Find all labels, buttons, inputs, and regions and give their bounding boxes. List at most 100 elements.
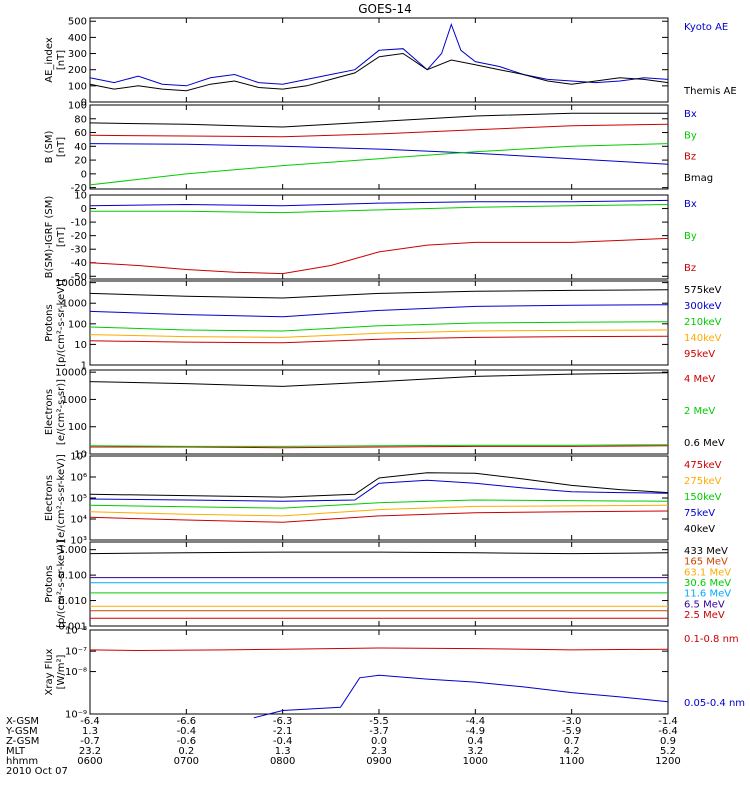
series-line [89, 510, 669, 523]
series-line [89, 335, 669, 344]
legend-entry: 433 MeV [684, 546, 728, 557]
ephemeris-value: 1100 [559, 756, 584, 767]
y-tick-label: 80 [74, 114, 87, 125]
y-tick-label: 1 [81, 361, 87, 372]
y-axis-label: [e/(cm²-s-sr)] [56, 379, 67, 445]
legend-entry: Bx [684, 109, 697, 120]
series-line [89, 504, 669, 517]
series-line [89, 123, 669, 138]
y-tick-label: 100 [68, 101, 87, 112]
y-tick-label: 0 [81, 204, 87, 215]
y-tick-label: 10⁻⁷ [65, 647, 87, 658]
ephemeris-value: 1.3 [275, 746, 291, 757]
y-axis-label: Xray Flux [44, 648, 55, 695]
ephemeris-value: -6.4 [80, 716, 100, 727]
panel-3: 1 10 100 1000 10000 Protons [p/(cm²-s-sr-keV)]… [44, 278, 722, 371]
legend-entry: 575keV [684, 285, 722, 296]
legend-entry: 30.6 MeV [684, 578, 731, 589]
y-tick-label: 100 [68, 319, 87, 330]
y-axis-label: [nT] [56, 227, 67, 247]
legend-entry: 63.1 MeV [684, 567, 731, 578]
legend-entry: 150keV [684, 492, 722, 503]
panel-frame [89, 17, 669, 103]
y-tick-label: 1.000 [58, 545, 87, 556]
legend-entry: 2 MeV [684, 406, 715, 417]
legend-entry: 475keV [684, 460, 722, 471]
y-tick-label: 1000 [62, 395, 87, 406]
ephemeris-value: -6.3 [273, 716, 293, 727]
ephemeris-value: 5.2 [660, 746, 676, 757]
series-line [89, 329, 669, 338]
y-axis-label: [p/(cm²-s-sr-keV)] [56, 540, 67, 628]
ephemeris-row-label: X-GSM [6, 716, 39, 727]
y-tick-label: 200 [68, 65, 87, 76]
y-tick-label: -30 [71, 245, 87, 256]
legend-entry: 75keV [684, 508, 715, 519]
y-tick-label: 10⁵ [70, 494, 87, 505]
y-axis-label: Electrons [44, 389, 55, 435]
legend-entry: 6.5 MeV [684, 599, 725, 610]
legend-entry: 275keV [684, 476, 722, 487]
panel-2: -50 -40 -30 -20 -10 0 10 B(SM)-IGRF (SM) [nT] Bx B… [44, 191, 697, 283]
legend-entry: Bmag [684, 173, 713, 184]
ephemeris-value: -6.4 [658, 726, 678, 737]
y-tick-label: 60 [74, 128, 87, 139]
legend-entry: 11.6 MeV [684, 589, 731, 600]
series-line [89, 143, 669, 186]
series-line [89, 22, 669, 87]
panel-7: 10⁻⁹ 10⁻⁸ 10⁻⁷ 10⁻⁸ Xray Flux [W/m²] 0.1-0.8 n… [44, 626, 745, 721]
ephemeris-row-label: MLT [6, 746, 26, 757]
series-line [89, 289, 669, 299]
y-tick-label: -40 [71, 258, 87, 269]
y-tick-label: 10⁻⁸ [65, 667, 87, 678]
y-axis-label: AE_index [44, 37, 55, 83]
panel-frame [89, 541, 669, 627]
legend-entry: Bz [684, 152, 696, 163]
y-tick-label: 10 [74, 450, 87, 461]
series-line [89, 444, 669, 447]
y-tick-label: 400 [68, 33, 87, 44]
ephemeris-value: -1.4 [658, 716, 678, 727]
legend-entry: 300keV [684, 301, 722, 312]
legend-entry: Bx [684, 199, 697, 210]
series-line [90, 204, 669, 214]
y-tick-label: 100 [68, 81, 87, 92]
ephemeris-value: 4.2 [564, 746, 580, 757]
ephemeris-value: -0.4 [177, 726, 197, 737]
ephemeris-row-label: hhmm [6, 756, 38, 767]
panel-frame [89, 194, 669, 280]
y-tick-label: 1000 [62, 299, 87, 310]
panel-frame [89, 369, 669, 455]
legend-entry: 95keV [684, 349, 715, 360]
y-tick-label: 0.010 [58, 596, 87, 607]
ephemeris-value: 0.7 [564, 736, 580, 747]
y-tick-label: 10⁷ [70, 452, 87, 463]
panel-frame [89, 104, 669, 190]
ephemeris-value: -4.4 [466, 716, 486, 727]
ephemeris-value: 1.3 [82, 726, 98, 737]
legend-entry: By [684, 130, 697, 141]
ephemeris-value: -6.6 [177, 716, 197, 727]
y-tick-label: 300 [68, 49, 87, 60]
series-line [89, 304, 669, 318]
ephemeris-value: -4.9 [466, 726, 486, 737]
ephemeris-value: 0700 [174, 756, 199, 767]
y-tick-label: 0.001 [58, 622, 87, 633]
ephemeris-value: 0.2 [178, 746, 194, 757]
panel-1: -20 0 20 40 60 80 100 B (SM) [nT] Bx By Bz Bmag [44, 101, 713, 195]
y-axis-label: [nT] [56, 137, 67, 157]
series-line [89, 112, 668, 128]
series-line [89, 143, 669, 165]
y-tick-label: 10³ [70, 536, 87, 547]
series-line [89, 647, 669, 652]
legend-entry: 0.1-0.8 nm [684, 634, 739, 645]
y-axis-label: Protons [44, 565, 55, 602]
y-tick-label: -50 [71, 272, 87, 283]
y-axis-label: B(SM)-IGRF (SM) [44, 196, 55, 279]
y-tick-label: 10⁻⁸ [65, 626, 87, 637]
panel-frame [89, 455, 669, 541]
ephemeris-value: 2.3 [371, 746, 387, 757]
